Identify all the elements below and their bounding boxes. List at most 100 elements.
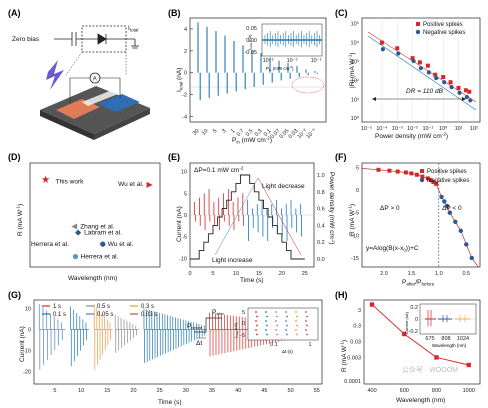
c-point-positive (417, 60, 422, 65)
c-legend-negative: Negative spikes (423, 30, 465, 36)
h-inset-xlabel: Wavelength (nm) (432, 343, 467, 348)
b-xtick: 10⁻³ (305, 128, 317, 140)
g-inset-dot (265, 329, 267, 331)
e-xticks: 0 5 10 15 20 25 (188, 271, 307, 277)
f-legend-negative: Negative spikes (427, 178, 469, 184)
g-legend-label: 0.1 s (53, 312, 66, 318)
b-inset-ylabel: Itotal (nA) (247, 34, 253, 50)
f-xtick: 0.5 (462, 271, 470, 277)
watermark: 公众号 · WOOOM (402, 366, 458, 374)
i-total-label: Itotal (128, 25, 138, 33)
e-xtick: 0 (188, 271, 191, 277)
h-point (369, 302, 375, 307)
g-inset-dot (305, 311, 307, 313)
g-inset-dot (266, 315, 268, 318)
b-xtick: 1 (230, 128, 236, 134)
f-xtick: 2.0 (380, 271, 388, 277)
d-xlabel: Wavelength (nm) (68, 275, 117, 282)
h-point (402, 331, 407, 337)
panel-b-label: (B) (168, 8, 181, 18)
e-ytick: 5 (184, 191, 187, 197)
c-point-negative (418, 66, 423, 71)
d-marker (75, 229, 82, 236)
c-point-negative (464, 94, 469, 100)
g-inset-dot (295, 329, 297, 331)
g-xtick: 25 (157, 388, 163, 394)
f-point-positive (414, 172, 419, 177)
g-ytick: -10 (23, 348, 31, 354)
b-inset-ytick: 0.05 (246, 26, 257, 32)
c-axes (361, 17, 481, 123)
c-dr-annotation: DR = 110 dB (406, 88, 444, 95)
panel-d-label: (D) (8, 152, 21, 162)
f-point-positive (434, 181, 439, 186)
c-ytick: 10³ (351, 59, 359, 65)
g-step-schematic: Pbefore Pafter Δt (187, 309, 225, 347)
panel-d: (D) This work Wu et al. Zhang et al.Labram… (8, 152, 161, 282)
circuit-diagram (54, 25, 139, 53)
b-yticks: 4 2 0 -2 -4 (182, 27, 193, 121)
f-point-negative (458, 228, 463, 234)
c-point-positive (425, 63, 430, 68)
panel-e-label: (E) (168, 152, 180, 162)
f-ytick: -10 (351, 233, 359, 239)
h-xtick: 600 (400, 388, 409, 394)
panel-f-label: (F) (335, 152, 347, 162)
g-axes (33, 299, 323, 385)
g-yticks: 10 0 -10 -20 (23, 306, 31, 375)
d-point-label: This work (56, 179, 85, 186)
e-ytick: 10 (181, 170, 187, 176)
f-point-negative (444, 203, 450, 209)
b-xtick: 0.3 (254, 128, 264, 138)
f-axes (361, 162, 481, 268)
g-inset-dot (305, 329, 307, 331)
c-xtick: 10⁻⁵ (361, 125, 372, 132)
g-inset-dot (276, 315, 278, 318)
e-y2tick: 0.0 (317, 257, 325, 263)
device-illustration: A (40, 60, 150, 140)
c-yticks: 10⁵ 10⁴ 10³ 10² 10¹ 10⁰ (351, 21, 360, 123)
g-inset-dot (305, 320, 307, 322)
g-inset-dot (296, 333, 298, 336)
g-xtick: 40 (235, 388, 241, 394)
f-point-negative (447, 210, 453, 215)
b-xtick: 0.1 (263, 128, 273, 138)
c-point-negative (468, 98, 473, 103)
c-xtick: 10⁻¹ (422, 126, 433, 132)
f-point-positive (420, 174, 425, 179)
b-inset-xtick: 10⁻³ (263, 58, 274, 64)
svg-text:0.2: 0.2 (410, 305, 418, 311)
g-inset-dot (265, 320, 267, 322)
g-inset-dot (286, 333, 288, 336)
g-inset-dot (295, 311, 297, 313)
h-xtick: 400 (367, 388, 376, 394)
e-y2tick: 1.0 (317, 173, 325, 179)
b-xtick: 5 (212, 128, 218, 134)
f-xtick: 1.5 (408, 271, 416, 277)
c-ytick: 10² (351, 78, 359, 84)
g-legend-label: 0.5 s (97, 304, 110, 310)
g-inset-dot (255, 329, 257, 331)
f-point-negative (469, 255, 474, 261)
g-xtick: 20 (130, 388, 136, 394)
svg-text:A: A (93, 77, 97, 83)
panel-f: (F) 5 0 -5 -10 -15 2.0 1.5 1.0 0.5 Positive spi… (335, 152, 481, 287)
h-xlabel: Wavelength (nm) (396, 397, 445, 404)
c-xtick: 10⁻³ (392, 126, 403, 132)
g-inset-dot (266, 324, 268, 327)
h-ylabel: R (mA W-1) (340, 340, 349, 372)
e-y2tick: 0.8 (317, 190, 325, 196)
c-ytick: 10¹ (351, 97, 359, 103)
c-ytick: 10⁴ (351, 40, 360, 47)
h-yticks: 3 0.3 0.03 0.003 0.0001 (344, 308, 361, 385)
panel-a: (A) Zero bias Itotal A (8, 8, 150, 140)
e-ylabel: Current (nA) (176, 206, 183, 242)
g-inset-dot (265, 311, 267, 313)
e-xtick: 25 (302, 271, 308, 277)
c-ytick: 10⁵ (351, 21, 359, 28)
g-xtick: 55 (314, 388, 320, 394)
c-point-positive (456, 85, 461, 90)
f-point-positive (431, 179, 436, 184)
d-point-label: Zhang et al. (80, 223, 115, 230)
g-inset-dot (285, 311, 287, 313)
